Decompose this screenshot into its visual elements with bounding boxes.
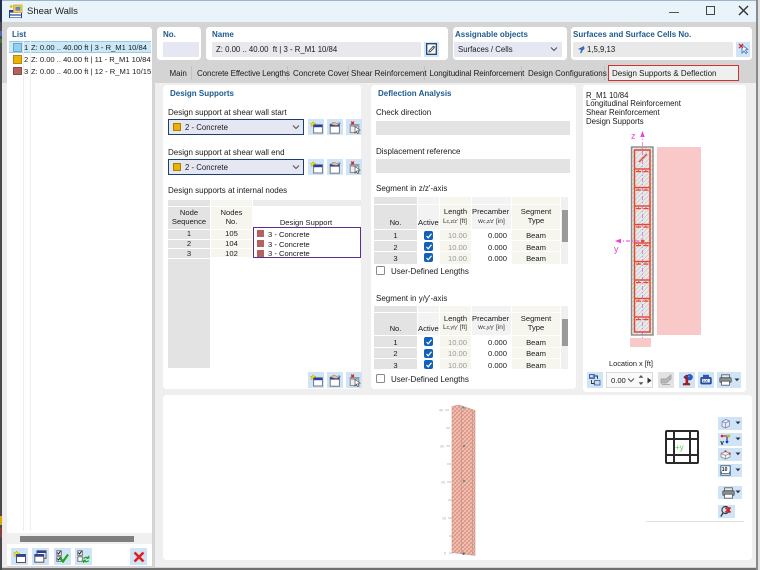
svg-text:0: 0	[444, 552, 446, 556]
svg-text:100: 100	[703, 379, 709, 383]
svg-text:40: 40	[439, 409, 443, 413]
svg-text:z: z	[631, 131, 636, 141]
svg-text:30: 30	[440, 445, 444, 449]
svg-text:y: y	[720, 439, 724, 445]
svg-text:20: 20	[441, 481, 445, 485]
svg-text:10: 10	[442, 517, 446, 521]
svg-text:y: y	[614, 244, 619, 254]
svg-text:10: 10	[722, 467, 728, 473]
svg-text:+y: +y	[675, 443, 684, 452]
